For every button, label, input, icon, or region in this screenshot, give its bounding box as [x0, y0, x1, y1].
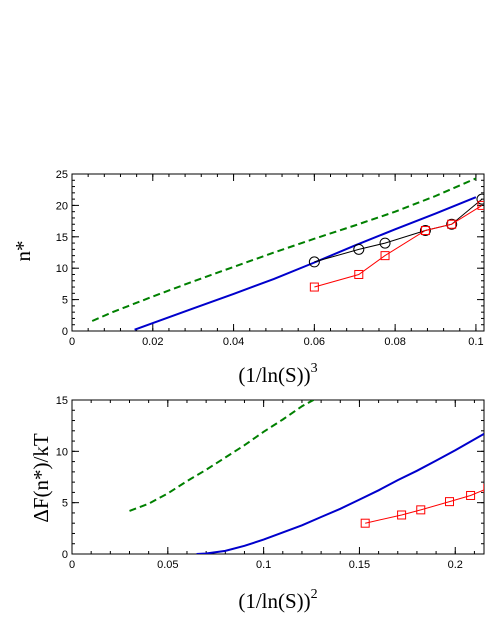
x-axis-label: (1/ln(S))2: [238, 587, 317, 613]
data-point-circle: [476, 193, 484, 205]
series-line-1: [134, 196, 477, 331]
x-axis-label-base: (1/ln(S)): [238, 363, 310, 387]
series-line-1: [196, 433, 484, 554]
x-tick-label: 0.02: [142, 336, 163, 348]
data-point-square: [360, 518, 370, 528]
series-line-0: [129, 400, 314, 512]
x-axis-label: (1/ln(S))3: [238, 361, 317, 387]
data-point-square: [380, 251, 390, 261]
data-point-square: [477, 200, 484, 210]
data-point-square: [420, 226, 430, 236]
data-point-square: [447, 219, 457, 229]
y-tick-label: 15: [56, 232, 68, 244]
data-point-square: [466, 490, 476, 500]
data-point-square: [397, 510, 407, 520]
chart-critical-size: 0 0.02 0.04 0.06 0.08 0.1 0 5 10 15 20 25 n* (1/ln(…: [11, 169, 485, 387]
chart-free-energy-barrier: 0 0.05 0.1 0.15 0.2 0 5 10 15 ΔF(n*)/kT (1/ln(S)…: [29, 395, 485, 613]
y-axis-label: n*: [11, 241, 35, 262]
y-tick-label: 25: [56, 169, 68, 181]
data-point-square: [416, 505, 426, 515]
x-tick-label: 0.04: [223, 336, 244, 348]
plot-area: 0 0.02 0.04 0.06 0.08 0.1 0 5 10 15 20 25: [56, 169, 485, 348]
series-line-2: [314, 198, 483, 263]
y-tick-label: 10: [56, 263, 68, 275]
data-point-square: [483, 483, 484, 493]
y-tick-label: 20: [56, 200, 68, 212]
x-axis-label-exponent: 3: [311, 361, 318, 376]
plot-frame: [71, 399, 485, 555]
series-line-0: [91, 177, 477, 322]
data-point-square: [309, 282, 319, 292]
data-point-square: [445, 497, 455, 507]
x-tick-label: 0.15: [349, 559, 370, 571]
x-tick-label: 0.06: [304, 336, 325, 348]
data-point-circle: [353, 243, 365, 255]
series-line-2: [365, 489, 484, 524]
y-tick-label: 0: [62, 326, 68, 338]
data-point-circle: [379, 237, 391, 249]
x-axis-label-base: (1/ln(S)): [238, 589, 310, 613]
x-tick-label: 0: [69, 559, 75, 571]
x-tick-label: 0.08: [384, 336, 405, 348]
plot-frame: [71, 173, 485, 332]
x-tick-label: 0: [69, 336, 75, 348]
data-point-square: [354, 269, 364, 279]
y-tick-label: 5: [62, 295, 68, 307]
x-axis-label-exponent: 2: [311, 587, 318, 602]
y-tick-label: 0: [62, 549, 68, 561]
data-point-circle: [419, 225, 431, 237]
x-tick-label: 0.05: [157, 559, 178, 571]
y-tick-label: 15: [56, 395, 68, 407]
x-tick-label: 0.2: [448, 559, 463, 571]
y-tick-label: 10: [56, 446, 68, 458]
y-tick-label: 5: [62, 498, 68, 510]
x-tick-label: 0.1: [256, 559, 271, 571]
plot-area: 0 0.05 0.1 0.15 0.2 0 5 10 15: [56, 395, 485, 571]
data-point-circle: [308, 256, 320, 268]
x-tick-label: 0.1: [468, 336, 483, 348]
series-line-3: [314, 204, 483, 288]
y-axis-label: ΔF(n*)/kT: [29, 433, 53, 523]
data-point-circle: [446, 218, 458, 230]
